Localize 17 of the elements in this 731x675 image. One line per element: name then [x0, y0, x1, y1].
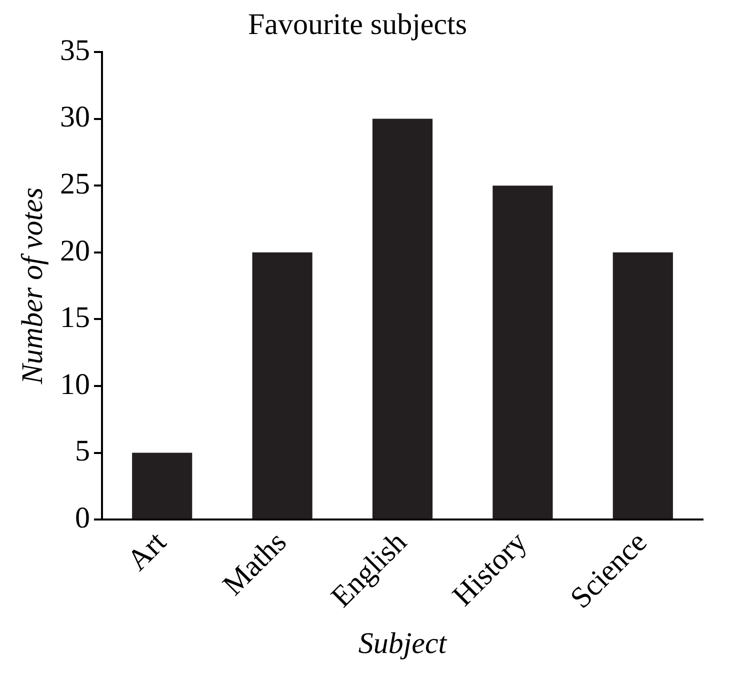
bar — [492, 186, 553, 519]
y-tick-label: 15 — [60, 301, 90, 334]
bar — [612, 252, 673, 519]
bar — [132, 452, 192, 519]
y-axis-title: Number of votes — [16, 187, 49, 386]
bar — [252, 252, 312, 519]
y-tick-label: 30 — [60, 100, 90, 134]
x-axis-title: Subject — [358, 626, 448, 660]
y-tick-label: 5 — [75, 434, 90, 468]
y-tick-label: 0 — [75, 501, 90, 534]
y-tick-label: 10 — [60, 368, 90, 401]
bar — [372, 118, 433, 519]
y-tick-label: 20 — [60, 234, 90, 268]
x-tick-label: Art — [121, 525, 174, 578]
chart-title: Favourite subjects — [248, 8, 468, 41]
y-tick-label: 35 — [60, 34, 90, 67]
y-tick-label: 25 — [60, 167, 90, 200]
